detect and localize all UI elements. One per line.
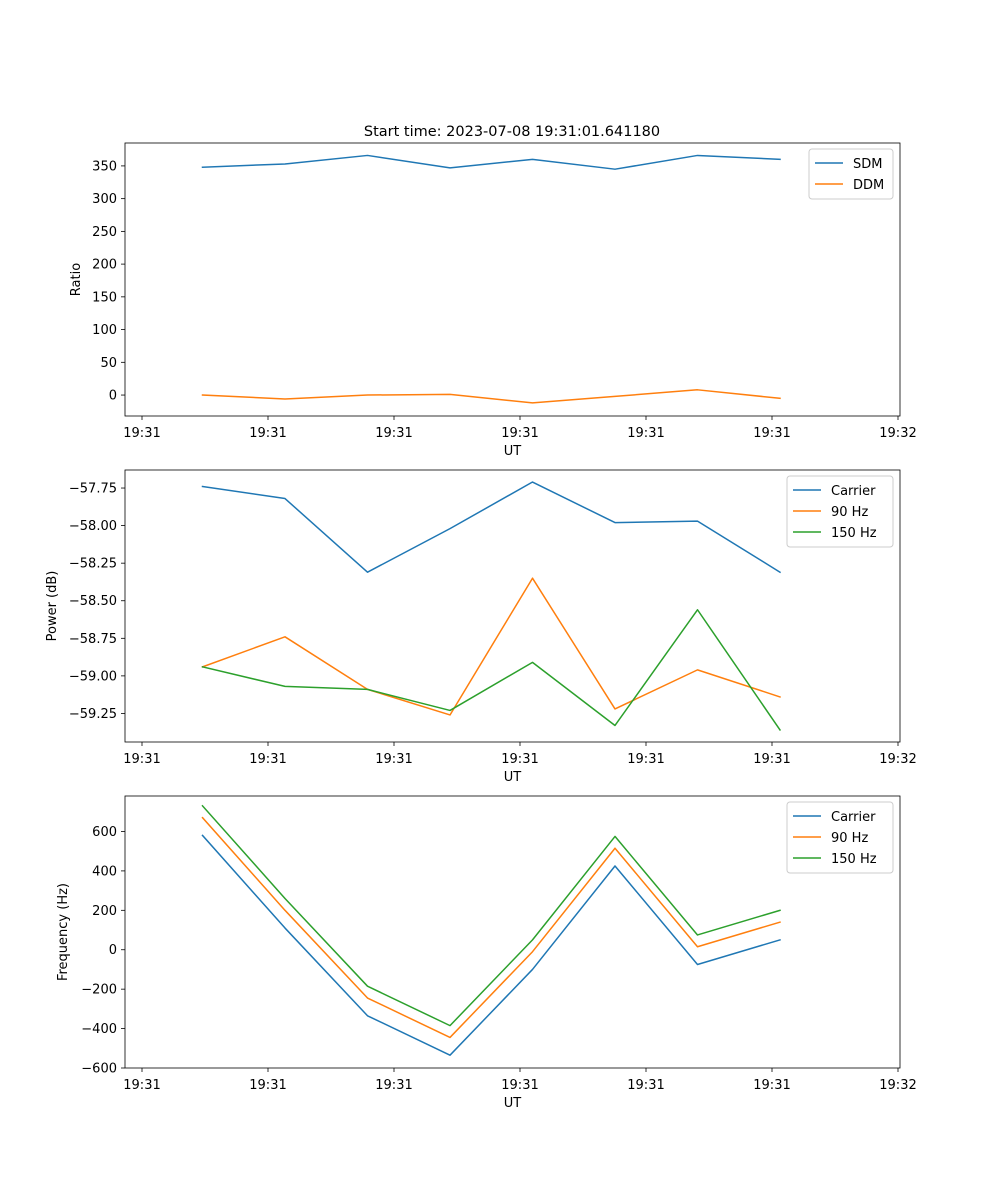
legend-box (808, 148, 894, 200)
x-tick-label: 19:31 (627, 752, 664, 767)
legend-label: 150 Hz (831, 852, 877, 867)
y-tick-label: −57.75 (69, 482, 117, 497)
x-tick-label: 19:31 (249, 1078, 286, 1093)
y-tick-label: −58.75 (69, 632, 117, 647)
y-tick-label: −58.50 (69, 594, 117, 609)
subplots: 19:31 19:31 19:31 19:31 19:31 19:31 19:32 0 50 10… (45, 142, 917, 1111)
x-tick-label: 19:32 (879, 1078, 916, 1093)
y-tick-label: 350 (92, 159, 117, 174)
y-tick-label: 600 (92, 825, 117, 840)
chart-title: Start time: 2023-07-08 19:31:01.641180 (364, 124, 660, 140)
legend-label: DDM (853, 178, 884, 193)
y-tick-label: −200 (81, 983, 117, 998)
y-tick-label: 100 (92, 323, 117, 338)
x-tick-label: 19:31 (753, 752, 790, 767)
y-tick-label: −400 (81, 1022, 117, 1037)
y-tick-label: 0 (109, 389, 117, 404)
x-tick-label: 19:31 (501, 752, 538, 767)
y-axis-label: Ratio (69, 263, 84, 296)
legend: Carrier 90 Hz 150 Hz (786, 475, 894, 548)
x-tick-label: 19:31 (123, 426, 160, 441)
series-line-carrier (201, 481, 782, 574)
x-axis-label: UT (504, 770, 522, 785)
legend-label: Carrier (831, 484, 876, 499)
x-tick-label: 19:31 (627, 1078, 664, 1093)
legend-box (786, 475, 894, 548)
y-tick-label: 400 (92, 864, 117, 879)
x-tick-label: 19:31 (123, 1078, 160, 1093)
x-axis-label: UT (504, 1096, 522, 1111)
y-tick-label: 0 (109, 943, 117, 958)
y-tick-label: −59.00 (69, 669, 117, 684)
legend: SDM DDM (808, 148, 894, 200)
legend-label: 150 Hz (831, 526, 877, 541)
series-line-150-hz (201, 804, 781, 1027)
y-tick-label: 200 (92, 904, 117, 919)
y-tick-label: 300 (92, 192, 117, 207)
series-line-90-hz (201, 577, 781, 716)
x-tick-label: 19:31 (501, 1078, 538, 1093)
series-line-150-hz (201, 609, 782, 732)
x-tick-label: 19:31 (123, 752, 160, 767)
axes-frame (124, 795, 901, 1069)
x-tick-label: 19:31 (249, 426, 286, 441)
subplot-1: 19:31 19:31 19:31 19:31 19:31 19:31 19:32 0 50 10… (69, 142, 917, 459)
y-tick-label: −59.25 (69, 707, 117, 722)
y-tick-label: 50 (100, 356, 117, 371)
subplot-3: 19:31 19:31 19:31 19:31 19:31 19:31 19:32 −600 −… (56, 795, 917, 1111)
axes-frame (124, 142, 901, 417)
x-tick-label: 19:32 (879, 426, 916, 441)
legend-box (786, 801, 894, 874)
y-axis-label: Power (dB) (45, 571, 60, 642)
legend-label: SDM (853, 157, 882, 172)
x-tick-label: 19:32 (879, 752, 916, 767)
series-line-sdm (201, 154, 781, 170)
x-tick-label: 19:31 (249, 752, 286, 767)
y-tick-label: −58.25 (69, 557, 117, 572)
x-tick-label: 19:31 (375, 1078, 412, 1093)
legend-label: 90 Hz (831, 831, 868, 846)
y-tick-label: −600 (81, 1062, 117, 1077)
x-tick-label: 19:31 (753, 1078, 790, 1093)
x-tick-label: 19:31 (501, 426, 538, 441)
x-tick-label: 19:31 (753, 426, 790, 441)
series-line-carrier (201, 834, 781, 1056)
legend-label: 90 Hz (831, 505, 868, 520)
y-tick-label: 150 (92, 290, 117, 305)
x-tick-label: 19:31 (627, 426, 664, 441)
series-line-90-hz (201, 816, 781, 1039)
legend: Carrier 90 Hz 150 Hz (786, 801, 894, 874)
x-tick-label: 19:31 (375, 426, 412, 441)
subplot-2: 19:31 19:31 19:31 19:31 19:31 19:31 19:32 −59.2… (45, 469, 917, 785)
y-axis-label: Frequency (Hz) (56, 883, 71, 981)
y-tick-label: 250 (92, 225, 117, 240)
y-tick-label: −58.00 (69, 519, 117, 534)
x-axis-label: UT (504, 444, 522, 459)
x-tick-label: 19:31 (375, 752, 412, 767)
legend-label: Carrier (831, 810, 876, 825)
y-tick-label: 200 (92, 258, 117, 273)
series-line-ddm (201, 389, 781, 404)
axes-frame (124, 469, 901, 743)
